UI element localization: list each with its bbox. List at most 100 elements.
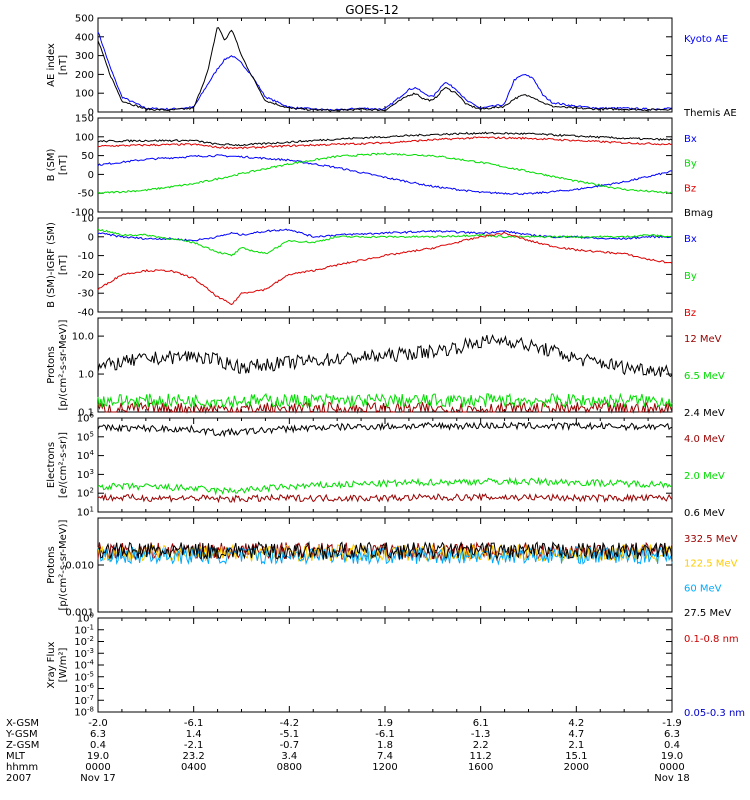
legend-entry: Bx: [684, 134, 697, 145]
y-tick-base: 10: [77, 414, 90, 425]
y-tick-base: 10: [77, 470, 90, 481]
y-tick-label: -10: [78, 251, 94, 262]
series-line-4-0-mev: [97, 492, 673, 504]
orbit-value: -6.1: [375, 729, 395, 740]
series-line-themis-ae: [97, 27, 673, 112]
y-axis-label: Protons: [46, 346, 57, 383]
y-tick-exponent: -8: [87, 706, 94, 714]
orbit-value: 2.2: [473, 740, 489, 751]
y-tick-label: 1.0: [78, 370, 94, 381]
orbit-value: 6.1: [473, 718, 489, 729]
y-tick-label: 10-7: [74, 694, 94, 707]
y-tick-exponent: 6: [90, 412, 95, 420]
panel-frame: [97, 117, 673, 213]
y-tick-base: 10: [74, 649, 87, 660]
orbit-value: 15.1: [565, 751, 587, 762]
orbit-value: -1.9: [662, 718, 682, 729]
orbit-value: 2000: [564, 762, 589, 773]
legend-entry: 60 MeV: [684, 583, 722, 594]
y-tick-label: 10: [81, 214, 94, 225]
orbit-value: -0.7: [280, 740, 300, 751]
orbit-value: 1600: [468, 762, 493, 773]
orbit-value: 11.2: [470, 751, 492, 762]
orbit-value: -4.2: [280, 718, 300, 729]
orbit-value: 6.3: [664, 729, 680, 740]
panel-4: 10.0 1.0 0.1 Protons [p/(cm²-s-sr-MeV)] 12 Me…: [46, 317, 725, 419]
y-tick-label: 102: [77, 487, 94, 500]
y-tick-exponent: -6: [87, 682, 95, 690]
y-tick-label: 400: [75, 32, 94, 43]
y-axis-label: [e/(cm²-s-sr)]: [58, 432, 69, 498]
panel-frame: [97, 617, 673, 713]
y-tick-base: 10: [77, 432, 90, 443]
y-axis-label: Xray Flux: [46, 641, 57, 688]
orbit-value: 2.1: [568, 740, 584, 751]
y-tick-label: 101: [77, 506, 94, 519]
legend-entry: 4.0 MeV: [684, 434, 725, 445]
y-axis-label: Protons: [46, 546, 57, 583]
orbit-value: 19.0: [661, 751, 683, 762]
y-tick-base: 10: [74, 684, 87, 695]
series-line-kyoto-ae: [97, 31, 673, 112]
y-tick-label: 0.001: [65, 608, 94, 619]
orbit-row-label: Y-GSM: [5, 729, 38, 740]
orbit-value: 0400: [181, 762, 206, 773]
y-tick-exponent: 1: [90, 506, 94, 514]
y-tick-label: 150: [75, 114, 94, 125]
legend-entry: 12 MeV: [684, 334, 722, 345]
y-tick-exponent: -7: [87, 694, 94, 702]
legend-entry: 0.6 MeV: [684, 508, 725, 519]
series-line-bz: [97, 136, 673, 150]
y-tick-exponent: 5: [90, 430, 94, 438]
series-line-12-mev: [97, 400, 673, 414]
panel-3: 10 0 -10 -20 -30 -40 B (SM)-IGRF (SM) [nT] Bx By B…: [46, 214, 697, 320]
orbit-value: 7.4: [377, 751, 393, 762]
y-tick-label: 50: [81, 151, 94, 162]
y-tick-label: 200: [75, 70, 94, 81]
y-tick-label: 10-8: [74, 706, 94, 719]
date-end: Nov 18: [654, 773, 689, 784]
orbit-value: 0800: [277, 762, 302, 773]
y-axis-label: [W/m²]: [58, 647, 69, 682]
orbit-value: 0.4: [90, 740, 106, 751]
orbit-value: 0000: [659, 762, 684, 773]
orbit-value: 0.4: [664, 740, 680, 751]
y-tick-label: -50: [78, 189, 94, 200]
orbit-value: 4.2: [568, 718, 584, 729]
y-axis-label: B (SM): [46, 148, 57, 181]
orbit-value: 1200: [372, 762, 397, 773]
legend-entry: Bmag: [684, 208, 713, 219]
orbit-value: 3.4: [281, 751, 297, 762]
orbit-value: 6.3: [90, 729, 106, 740]
y-axis-label: [p/(cm²-s-sr-MeV)]: [58, 319, 69, 410]
panel-7: 10010-110-210-310-410-510-610-710-8Xray …: [46, 612, 745, 720]
y-tick-label: -30: [78, 289, 94, 300]
orbit-row-label: 2007: [6, 773, 31, 784]
legend-entry: Kyoto AE: [684, 34, 728, 45]
legend-entry: Themis AE: [683, 108, 737, 119]
legend-entry: By: [684, 271, 697, 282]
series-line-bx: [97, 154, 673, 196]
y-tick-label: 100: [77, 612, 94, 625]
series-line-2-4-mev: [97, 334, 673, 378]
orbit-value: -5.1: [280, 729, 300, 740]
y-tick-label: -40: [78, 308, 94, 319]
series-line-bmag: [97, 131, 673, 147]
y-tick-label: 104: [77, 449, 95, 462]
y-axis-label: B (SM)-IGRF (SM): [46, 222, 57, 308]
series-line-2-0-mev: [97, 476, 673, 496]
y-tick-label: 0: [88, 108, 94, 119]
y-tick-label: 100: [75, 132, 94, 143]
series-line-by: [97, 228, 673, 257]
panel-6: 0.010 0.001 Protons [p/(cm²-s-sr-MeV)] 332.5…: [46, 517, 738, 619]
y-axis-label: Electrons: [46, 442, 57, 488]
panel-frame: [97, 517, 673, 613]
y-tick-label: 105: [77, 430, 94, 443]
y-tick-base: 10: [77, 614, 90, 625]
y-tick-base: 10: [77, 489, 90, 500]
y-tick-label: 10-5: [74, 670, 94, 683]
y-tick-exponent: -2: [87, 635, 94, 643]
y-tick-label: 300: [75, 51, 94, 62]
